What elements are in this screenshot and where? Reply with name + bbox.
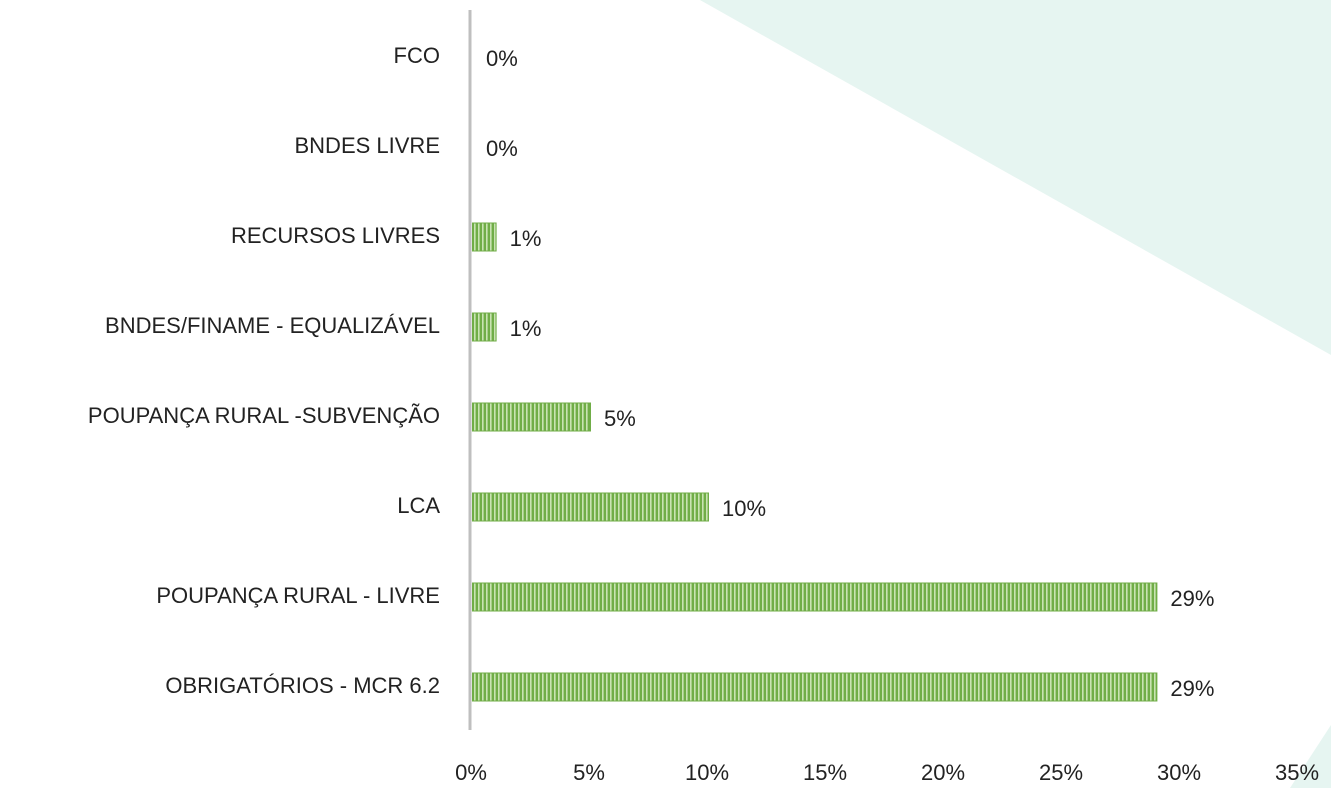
- y-tick-label: POUPANÇA RURAL - LIVRE: [156, 583, 440, 608]
- x-tick-label: 25%: [1039, 760, 1083, 785]
- bar: [472, 402, 591, 432]
- value-label: 10%: [722, 496, 766, 521]
- y-tick-label: RECURSOS LIVRES: [231, 223, 440, 248]
- value-label: 0%: [486, 136, 518, 161]
- y-tick-label: BNDES/FINAME - EQUALIZÁVEL: [105, 313, 440, 338]
- value-label: 29%: [1170, 586, 1214, 611]
- background-shape: [1290, 725, 1331, 788]
- value-label: 5%: [604, 406, 636, 431]
- background-shape: [700, 0, 1331, 355]
- y-tick-label: LCA: [397, 493, 440, 518]
- bar: [472, 582, 1158, 612]
- x-tick-label: 30%: [1157, 760, 1201, 785]
- x-tick-label: 0%: [455, 760, 487, 785]
- value-label: 1%: [510, 316, 542, 341]
- bar: [472, 312, 497, 342]
- x-tick-label: 20%: [921, 760, 965, 785]
- value-label: 0%: [486, 46, 518, 71]
- bar: [472, 492, 709, 522]
- x-tick-label: 10%: [685, 760, 729, 785]
- bar: [472, 672, 1158, 702]
- x-tick-label: 35%: [1275, 760, 1319, 785]
- y-tick-label: FCO: [394, 43, 440, 68]
- value-label: 29%: [1170, 676, 1214, 701]
- value-label: 1%: [510, 226, 542, 251]
- bar: [472, 222, 497, 252]
- y-tick-label: POUPANÇA RURAL -SUBVENÇÃO: [88, 403, 440, 428]
- y-tick-label: BNDES LIVRE: [295, 133, 441, 158]
- x-tick-label: 5%: [573, 760, 605, 785]
- y-tick-label: OBRIGATÓRIOS - MCR 6.2: [165, 673, 440, 698]
- x-tick-label: 15%: [803, 760, 847, 785]
